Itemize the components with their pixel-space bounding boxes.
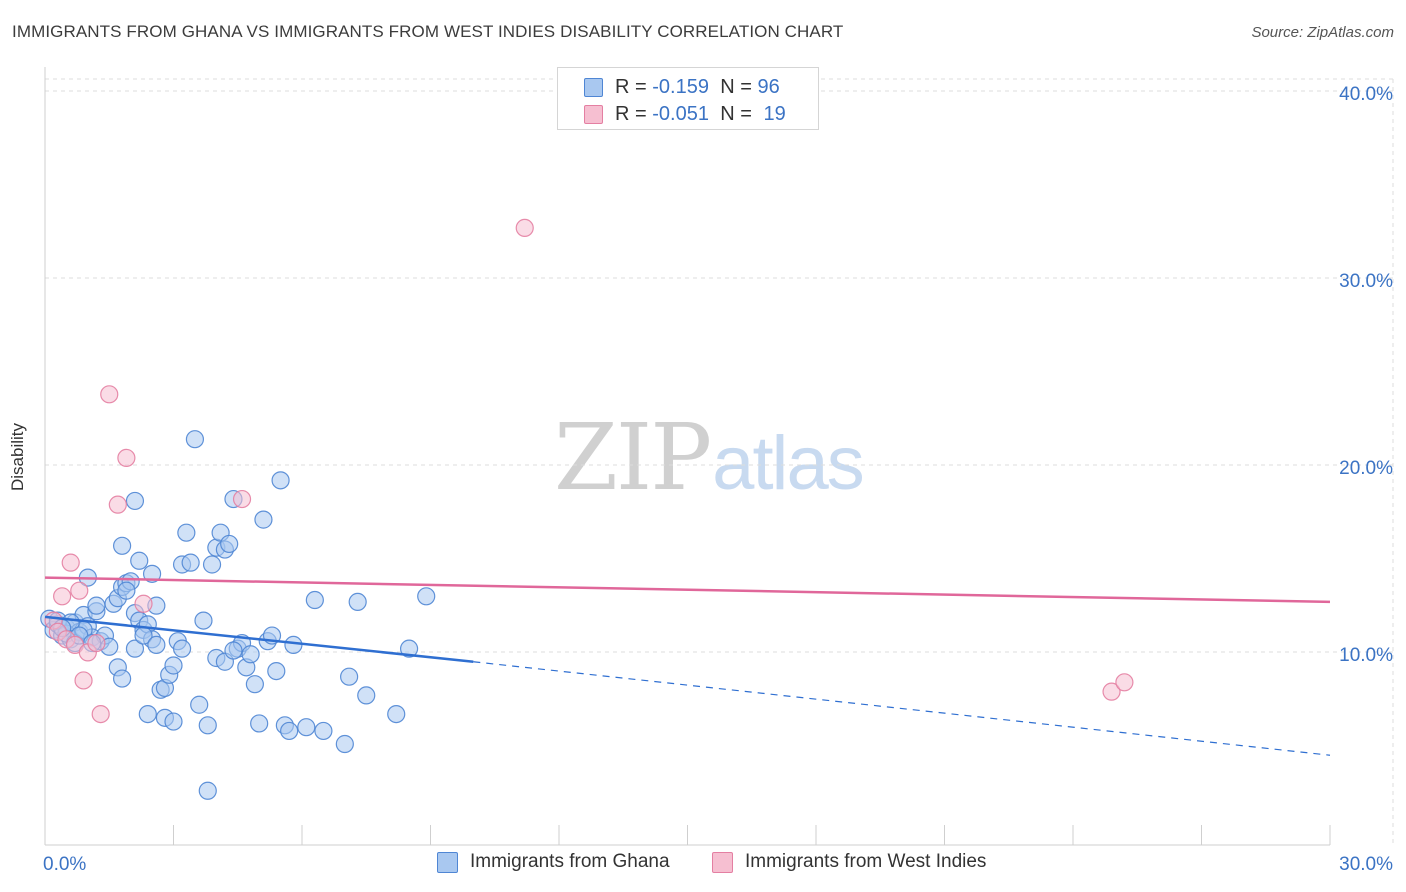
bottom-legend-swatch-west-indies: [712, 851, 733, 873]
ghana-point-86: [399, 639, 419, 658]
west-indies-point-11: [108, 495, 127, 514]
ghana-point-68: [271, 471, 290, 490]
ghana-point-82: [340, 667, 359, 686]
west-indies-point-16: [515, 218, 534, 237]
ghana-point-95: [224, 641, 243, 660]
legend-n-value-ghana: 96: [757, 75, 780, 98]
correlation-legend: R = -0.159 N = 96 R = -0.051 N = 19: [557, 67, 819, 130]
ghana-point-70: [280, 721, 299, 741]
y-tick-label-30: 30.0%: [1339, 271, 1393, 292]
west-indies-point-6: [70, 581, 89, 600]
ghana-point-52: [202, 555, 222, 574]
ghana-point-83: [348, 592, 367, 612]
west-indies-point-13: [134, 594, 153, 613]
bottom-legend-west-indies: Immigrants from West Indies: [712, 851, 986, 873]
y-tick-label-10: 10.0%: [1339, 645, 1393, 666]
ghana-point-31: [112, 669, 132, 688]
ghana-point-71: [284, 635, 303, 655]
ghana-point-46: [177, 523, 196, 542]
west-indies-point-15: [87, 633, 106, 653]
ghana-point-85: [387, 704, 406, 724]
ghana-point-79: [305, 590, 324, 610]
ghana-point-61: [241, 645, 260, 664]
legend-r-value-ghana: -0.159: [652, 75, 709, 98]
ghana-point-84: [357, 686, 376, 705]
ghana-point-67: [267, 661, 286, 681]
west-indies-point-2: [53, 587, 72, 606]
west-indies-point-17: [1102, 682, 1121, 701]
ghana-point-81: [335, 734, 354, 754]
ghana-point-62: [245, 675, 264, 694]
ghana-point-74: [172, 639, 192, 658]
west-indies-point-14: [232, 489, 252, 509]
ghana-point-35: [112, 536, 132, 555]
ghana-point-43: [164, 656, 183, 675]
ghana-point-36: [130, 551, 149, 570]
ghana-point-78: [297, 718, 316, 737]
legend-n-label: N =: [720, 75, 752, 98]
ghana-point-32: [125, 639, 145, 658]
ghana-point-48: [185, 430, 205, 449]
x-tick-label-min: 0.0%: [43, 854, 86, 875]
legend-n-label: N =: [720, 102, 752, 125]
ghana-point-51: [198, 716, 217, 735]
ghana-point-63: [250, 714, 269, 733]
bottom-legend-label-west-indies: Immigrants from West Indies: [745, 851, 987, 872]
ghana-point-75: [138, 704, 157, 724]
bottom-legend-ghana: Immigrants from Ghana: [437, 851, 670, 873]
legend-swatch-ghana: [584, 77, 603, 97]
west-indies-point-12: [117, 448, 136, 468]
bottom-legend-swatch-ghana: [437, 851, 458, 873]
legend-swatch-west-indies: [584, 104, 603, 124]
ghana-point-50: [194, 611, 213, 630]
ghana-point-49: [190, 695, 209, 714]
ghana-point-94: [198, 781, 217, 800]
ghana-point-89: [87, 596, 106, 615]
west-indies-point-4: [61, 553, 80, 572]
ghana-trend-extension: [473, 661, 1331, 756]
source-credit: Source: ZipAtlas.com: [1251, 24, 1394, 41]
ghana-point-80: [314, 721, 333, 741]
west-indies-trend-line: [44, 576, 1331, 604]
legend-r-label: R =: [615, 102, 647, 125]
ghana-point-64: [254, 510, 273, 529]
ghana-point-38: [142, 564, 162, 583]
y-axis-label: Disability: [8, 422, 27, 492]
legend-row-west-indies: R = -0.051 N = 19: [584, 102, 786, 126]
chart-title: IMMIGRANTS FROM GHANA VS IMMIGRANTS FROM…: [12, 22, 844, 41]
legend-n-value-west-indies: 19: [763, 102, 786, 125]
ghana-point-47: [181, 553, 200, 572]
west-indies-point-18: [1115, 673, 1134, 692]
x-tick-label-max: 30.0%: [1339, 854, 1393, 875]
legend-r-label: R =: [615, 75, 647, 98]
ghana-point-24: [117, 581, 136, 600]
y-tick-label-20: 20.0%: [1339, 458, 1393, 479]
ghana-point-77: [164, 712, 183, 731]
ghana-point-56: [220, 534, 239, 554]
west-indies-point-10: [100, 385, 119, 404]
bottom-legend-label-ghana: Immigrants from Ghana: [470, 851, 670, 872]
ghana-trend-line: [44, 615, 474, 663]
west-indies-point-7: [74, 671, 93, 690]
west-indies-point-9: [91, 704, 110, 724]
legend-r-value-west-indies: -0.051: [652, 102, 709, 125]
legend-row-ghana: R = -0.159 N = 96: [584, 75, 780, 99]
ghana-point-34: [147, 635, 166, 655]
ghana-point-37: [125, 491, 145, 511]
y-tick-label-40: 40.0%: [1339, 84, 1393, 105]
ghana-point-87: [417, 587, 436, 606]
